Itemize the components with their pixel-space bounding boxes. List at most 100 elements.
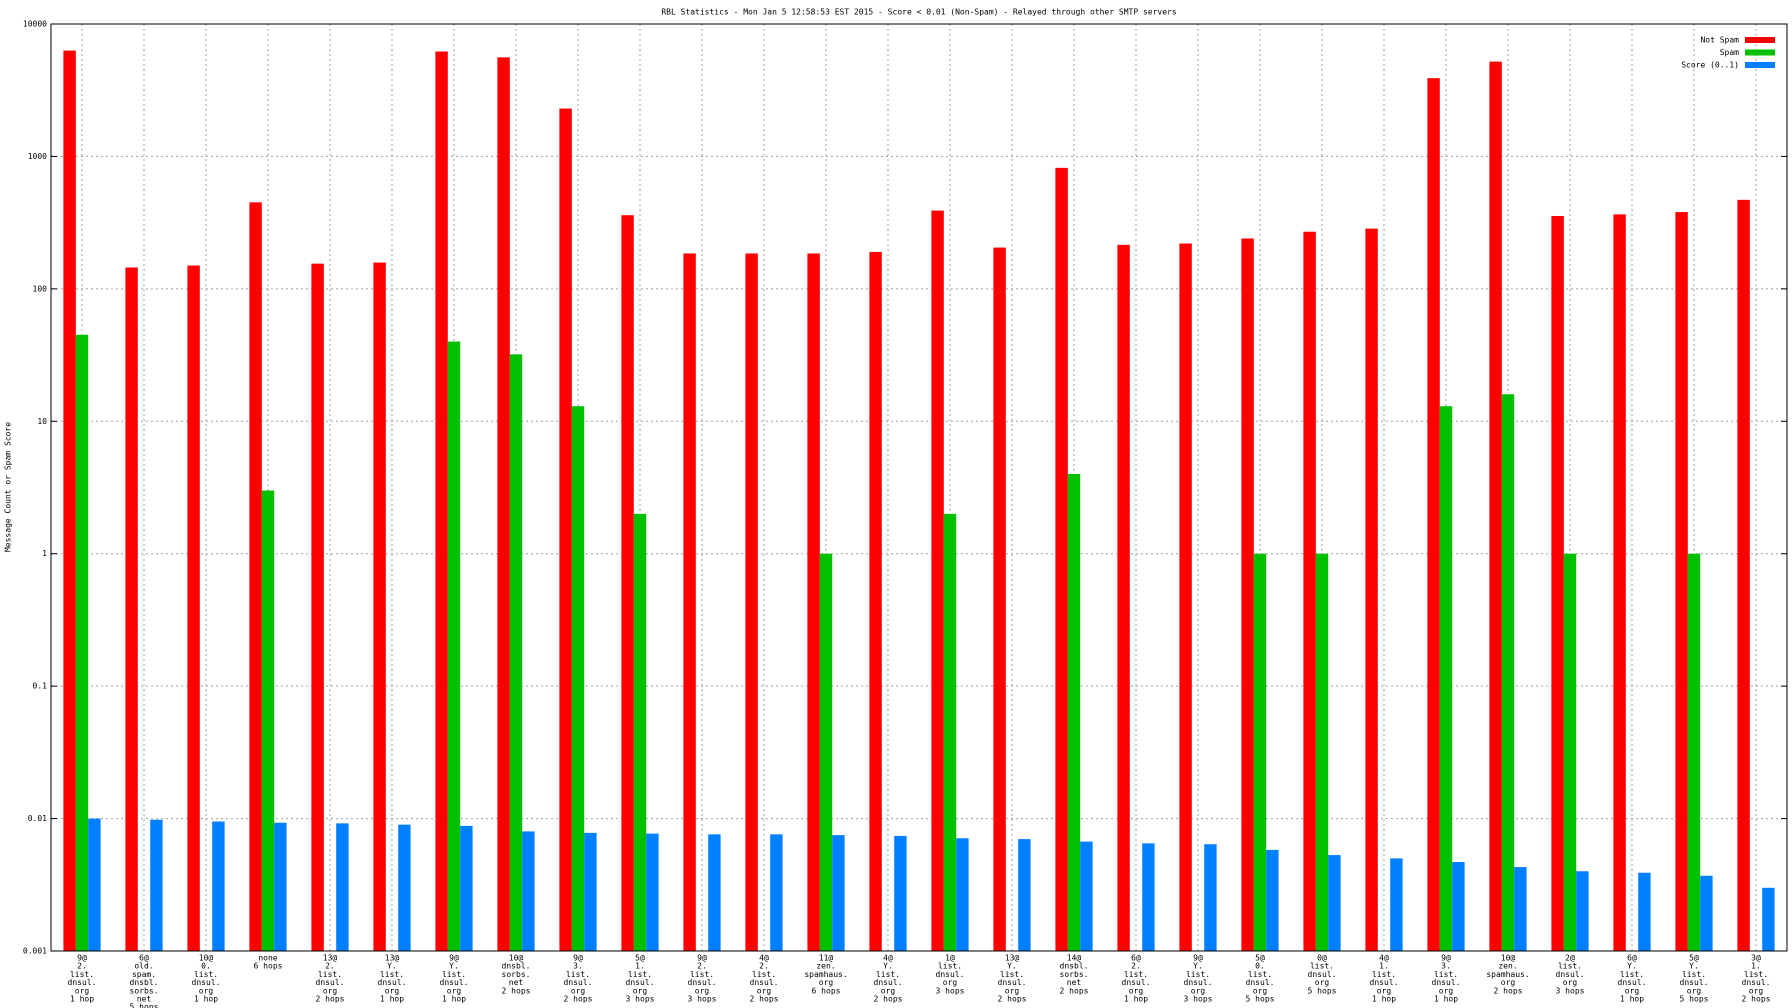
plot-frame — [50, 23, 1788, 952]
x-tick-label: dnsul. — [1184, 978, 1213, 987]
bar — [274, 822, 287, 951]
x-tick-label: list. — [380, 970, 404, 979]
x-tick-label: 2. — [1131, 962, 1141, 971]
y-tick-label: 1 — [42, 549, 47, 558]
x-tick-label: 3 hops — [688, 995, 717, 1004]
x-tick-label: org — [1439, 986, 1454, 995]
y-axis-label: Message Count or Spam Score — [4, 422, 13, 552]
x-tick-label: 1 hop — [380, 995, 404, 1004]
x-tick-label: spam. — [132, 970, 156, 979]
x-tick-label: org — [1253, 986, 1268, 995]
x-tick-label: net — [137, 995, 152, 1004]
x-tick-label: 6 hops — [254, 962, 283, 971]
x-tick-label: dnsul. — [1680, 978, 1709, 987]
x-tick-label: Y. — [449, 962, 459, 971]
x-tick-label: dnsul. — [1618, 978, 1647, 987]
x-tick-label: 9@ — [697, 954, 707, 963]
chart-title: RBL Statistics - Mon Jan 5 12:58:53 EST … — [661, 8, 1177, 17]
bar — [1328, 855, 1341, 951]
x-tick-label: list. — [1372, 970, 1396, 979]
x-tick-label: dnsul. — [378, 978, 407, 987]
bar — [435, 51, 448, 951]
bar — [1762, 887, 1775, 951]
x-tick-label: 2. — [697, 962, 707, 971]
bar — [1700, 875, 1713, 951]
x-tick-label: sorbs. — [502, 970, 531, 979]
bar — [1514, 867, 1527, 951]
x-tick-label: sorbs. — [130, 986, 159, 995]
x-tick-label: 9@ — [449, 954, 459, 963]
bar — [1576, 871, 1589, 951]
y-tick-label: 0.01 — [28, 814, 47, 823]
x-tick-label: 5@ — [1689, 954, 1699, 963]
x-tick-label: org — [199, 986, 214, 995]
x-tick-label: 1 hop — [1434, 995, 1458, 1004]
bar — [869, 251, 882, 951]
bar — [1613, 214, 1626, 952]
bar — [75, 334, 89, 951]
bar — [943, 513, 957, 951]
x-tick-label: dnsul. — [68, 978, 97, 987]
x-tick-label: 1 hop — [442, 995, 466, 1004]
bar — [807, 253, 820, 952]
y-tick-label: 0.1 — [33, 682, 48, 691]
x-tick-label: 2 hops — [1742, 995, 1771, 1004]
x-tick-label: 2 hops — [1060, 986, 1089, 995]
x-tick-label: 1@ — [945, 954, 955, 963]
x-tick-label: list. — [690, 970, 714, 979]
bar — [683, 253, 696, 952]
x-tick-label: 1 hop — [1620, 995, 1644, 1004]
x-tick-label: org — [1377, 986, 1392, 995]
x-tick-label: dnsul. — [936, 970, 965, 979]
x-tick-label: net — [1067, 978, 1082, 987]
x-tick-label: 6@ — [1131, 954, 1141, 963]
x-tick-label: Y. — [1689, 962, 1699, 971]
x-tick-label: 13@ — [385, 954, 400, 963]
x-tick-label: 2 hops — [750, 995, 779, 1004]
bar — [261, 490, 275, 951]
x-tick-label: dnsbl. — [1060, 962, 1089, 971]
bar — [1365, 228, 1378, 951]
legend-swatch — [1745, 49, 1775, 56]
x-tick-label: dnsul. — [998, 978, 1027, 987]
bar — [249, 202, 262, 951]
bar — [1241, 238, 1254, 951]
bar — [1439, 406, 1453, 951]
x-tick-label: list. — [628, 970, 652, 979]
bar — [956, 838, 969, 951]
legend-label: Spam — [1720, 48, 1739, 57]
bar — [621, 215, 634, 952]
x-tick-label: org — [447, 986, 462, 995]
bar — [931, 210, 944, 951]
x-tick-label: org — [1315, 978, 1330, 987]
x-tick-label: dnsul. — [1556, 970, 1585, 979]
x-tick-label: org — [1005, 986, 1020, 995]
x-tick-label: list. — [876, 970, 900, 979]
x-tick-label: 2 hops — [1494, 986, 1523, 995]
bar — [819, 553, 833, 951]
bar — [894, 835, 907, 951]
x-tick-label: 3. — [573, 962, 583, 971]
x-tick-label: 1. — [1379, 962, 1389, 971]
x-tick-label: list. — [1744, 970, 1768, 979]
bar — [1253, 553, 1267, 951]
x-tick-label: list. — [1186, 970, 1210, 979]
x-tick-label: 0. — [201, 962, 211, 971]
bar — [1018, 839, 1031, 951]
x-tick-label: none — [258, 954, 277, 963]
x-tick-label: org — [757, 986, 772, 995]
x-tick-label: list. — [442, 970, 466, 979]
x-tick-label: spamhaus. — [1486, 970, 1529, 979]
x-tick-label: 0. — [1255, 962, 1265, 971]
bar — [559, 108, 572, 952]
bar — [522, 831, 535, 951]
x-tick-label: 1. — [1751, 962, 1761, 971]
x-tick-label: org — [881, 986, 896, 995]
y-tick-label: 1000 — [28, 152, 47, 161]
bar — [1067, 473, 1081, 951]
x-tick-label: 2@ — [1565, 954, 1575, 963]
x-tick-label: org — [571, 986, 586, 995]
x-tick-label: 2 hops — [874, 995, 903, 1004]
x-tick-label: 9@ — [1441, 954, 1451, 963]
bar — [1179, 243, 1192, 951]
